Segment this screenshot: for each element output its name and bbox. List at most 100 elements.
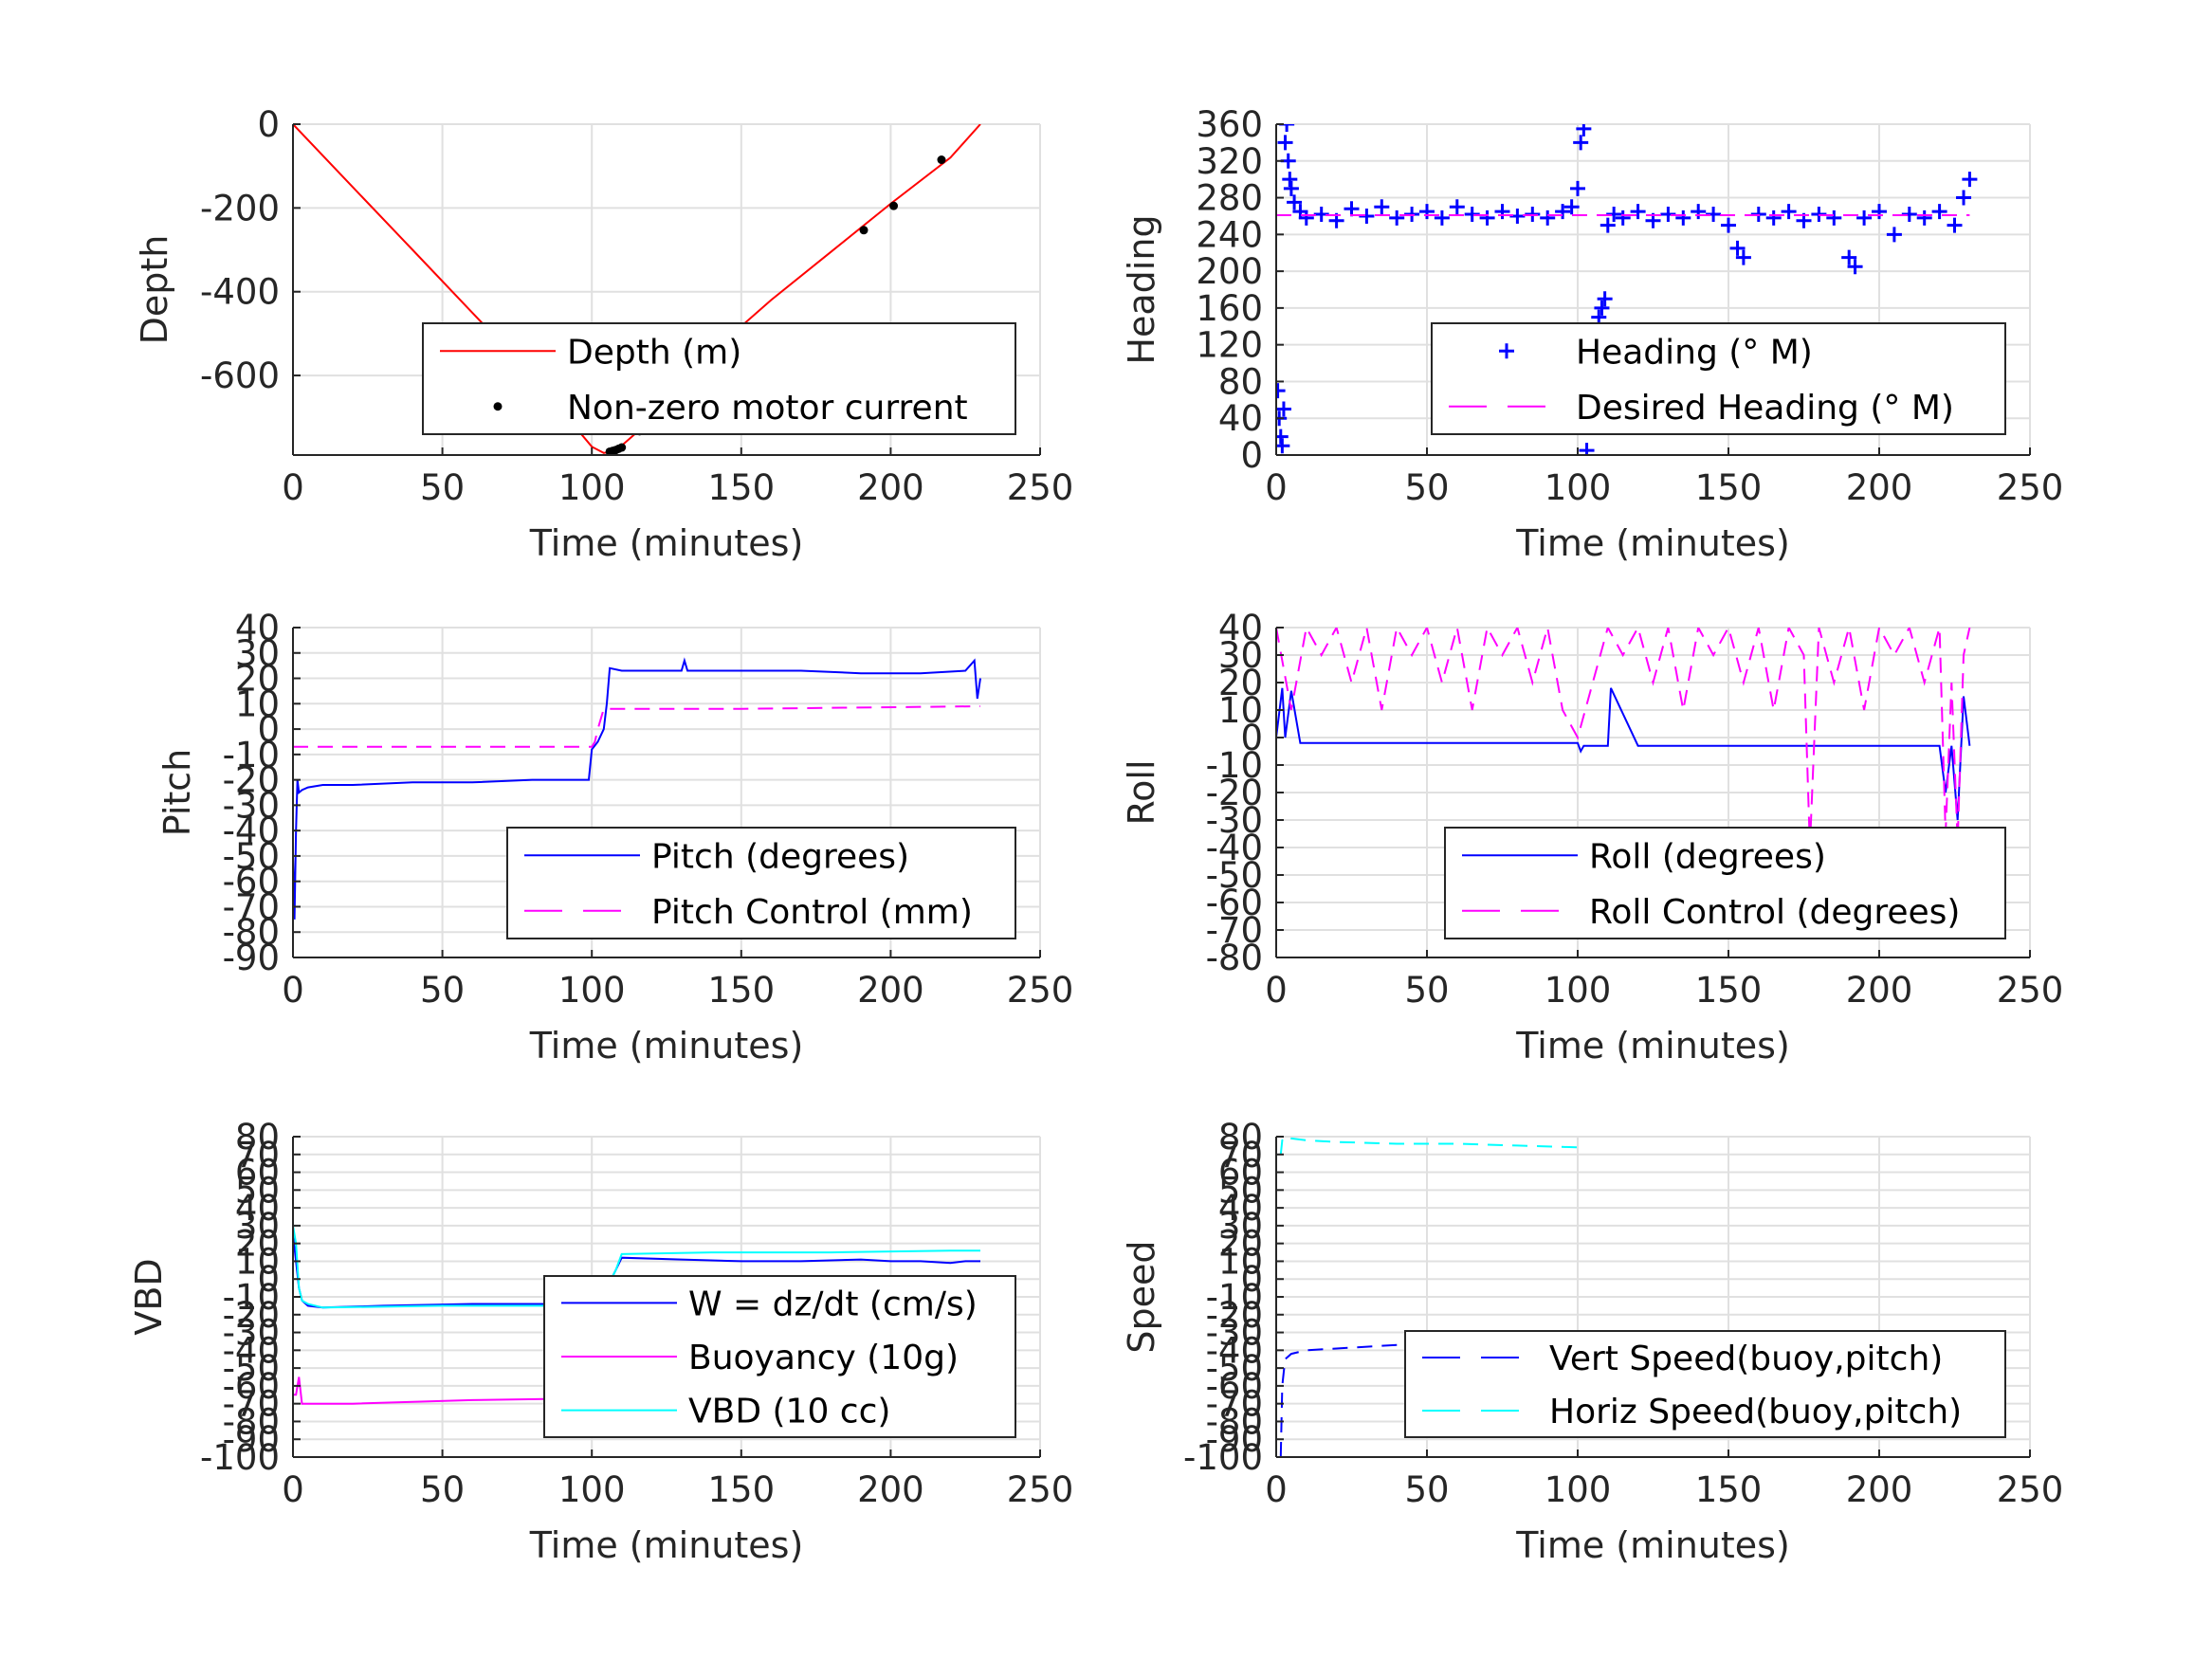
y-tick-label: -80: [1206, 938, 1263, 978]
legend-label: Buoyancy (10g): [688, 1339, 959, 1377]
legend-label: W = dz/dt (cm/s): [688, 1285, 978, 1323]
data-point: [1570, 180, 1585, 196]
data-point: [889, 201, 899, 210]
data-point: [1872, 204, 1887, 220]
y-tick-label: -30: [223, 785, 280, 826]
legend-box: [506, 827, 1016, 939]
y-tick-label: 30: [235, 1206, 280, 1247]
data-point: [1597, 291, 1613, 307]
data-point: [1765, 210, 1782, 226]
legend: W = dz/dt (cm/s) Buoyancy (10g) VBD (10 cc…: [543, 1275, 1016, 1438]
x-tick-label: 100: [558, 1469, 626, 1510]
y-tick-label: -10: [1206, 1277, 1263, 1318]
legend-box: [422, 322, 1016, 435]
legend-label: Pitch (degrees): [651, 837, 909, 876]
y-axis-label: Pitch: [156, 749, 198, 837]
y-tick-label: -20: [1206, 1295, 1263, 1336]
data-point: [1374, 199, 1390, 215]
data-point: [1434, 210, 1450, 226]
plot-area: [293, 657, 981, 920]
x-tick-label: 50: [1404, 467, 1449, 508]
chart-roll: 0 50 100 150 200 250403020100-10-20-30-40-50-…: [1121, 608, 2063, 1066]
y-tick-label: -70: [1206, 1384, 1263, 1425]
chart-heading: 0 50 100 150 200 2500408012016020024028032036…: [1121, 104, 2063, 564]
y-tick-label: -20: [223, 760, 280, 801]
x-tick-label: 150: [1695, 467, 1763, 508]
y-tick-label: 0: [1240, 718, 1263, 758]
legend-box: [1444, 827, 2006, 939]
data-point: [1781, 204, 1797, 220]
data-point: [617, 443, 627, 452]
x-tick-label: 250: [1007, 467, 1074, 508]
x-tick-label: 50: [420, 970, 465, 1011]
legend: Vert Speed(buoy,pitch) Horiz Speed(buoy,p…: [1404, 1330, 2006, 1438]
series-pitch-0-line: [293, 657, 981, 920]
data-point: [1856, 210, 1873, 226]
plot-area: [1276, 628, 1971, 848]
x-tick-label: 200: [857, 467, 924, 508]
data-point: [1615, 210, 1631, 226]
y-tick-label: 200: [1196, 251, 1263, 292]
y-tick-label: 240: [1196, 214, 1263, 255]
data-point: [1555, 204, 1571, 220]
x-tick-label: 150: [707, 970, 775, 1011]
series-vbd-1-line: [293, 1376, 593, 1405]
legend-marker: [493, 402, 503, 411]
chart-depth: 0 50 100 150 200 250 0 -200 -400 -600 Time (minute…: [134, 104, 1073, 564]
data-point: [1283, 180, 1299, 196]
x-tick-label: 50: [420, 467, 465, 508]
x-tick-label: 200: [1846, 467, 1913, 508]
y-tick-label: -50: [1206, 855, 1263, 896]
data-point: [1886, 227, 1902, 243]
series-speed-1-line: [1279, 1137, 1579, 1155]
legend-label: Roll (degrees): [1589, 837, 1826, 876]
y-tick-label: -10: [1206, 745, 1263, 786]
data-point: [1563, 199, 1580, 215]
series-roll-0-line: [1276, 687, 1971, 821]
x-tick-label: 100: [1545, 467, 1612, 508]
x-tick-label: 200: [1846, 1469, 1913, 1510]
legend-label: Pitch Control (mm): [651, 893, 973, 932]
legend-label: Roll Control (degrees): [1589, 893, 1960, 932]
data-point: [1916, 210, 1932, 226]
legend-label: Horiz Speed(buoy,pitch): [1549, 1393, 1962, 1431]
y-tick-label: -100: [1183, 1437, 1263, 1478]
y-tick-label: -40: [1206, 828, 1263, 868]
y-tick-label: 120: [1196, 325, 1263, 366]
legend-marker: [1499, 343, 1514, 359]
y-tick-label: 40: [235, 1188, 280, 1229]
y-tick-label: 30: [1218, 635, 1263, 676]
x-tick-label: 250: [1007, 970, 1074, 1011]
x-tick-label: 0: [282, 467, 304, 508]
y-tick-label: 40: [235, 608, 280, 648]
y-tick-label: 60: [235, 1153, 280, 1194]
data-point: [1276, 438, 1290, 454]
y-tick-label: 50: [1218, 1170, 1263, 1211]
data-point: [1279, 124, 1295, 132]
data-point: [1630, 204, 1646, 220]
data-point: [1344, 201, 1360, 217]
y-tick-label: 160: [1196, 288, 1263, 329]
y-tick-label: 320: [1196, 141, 1263, 182]
data-point: [1721, 217, 1736, 233]
data-point: [1947, 217, 1963, 233]
y-tick-label: -80: [1206, 1401, 1263, 1442]
legend-box: [1404, 1330, 2006, 1438]
x-tick-label: 50: [1404, 970, 1449, 1011]
y-tick-label: 40: [1218, 608, 1263, 648]
y-tick-label: 0: [257, 709, 280, 750]
x-tick-label: 100: [558, 467, 626, 508]
y-axis-label: Roll: [1121, 759, 1162, 825]
y-axis-label: Heading: [1121, 214, 1162, 364]
data-point: [1826, 210, 1842, 226]
y-tick-label: 10: [1218, 1241, 1263, 1282]
data-point: [1841, 249, 1857, 265]
x-tick-label: 150: [1695, 970, 1763, 1011]
x-tick-label: 0: [1265, 1469, 1288, 1510]
data-point: [1675, 210, 1691, 226]
y-tick-label: 0: [257, 104, 280, 145]
y-axis-label: VBD: [128, 1258, 170, 1335]
y-tick-label: -40: [1206, 1330, 1263, 1371]
x-tick-label: 250: [1007, 1469, 1074, 1510]
y-tick-label: 10: [235, 1241, 280, 1282]
